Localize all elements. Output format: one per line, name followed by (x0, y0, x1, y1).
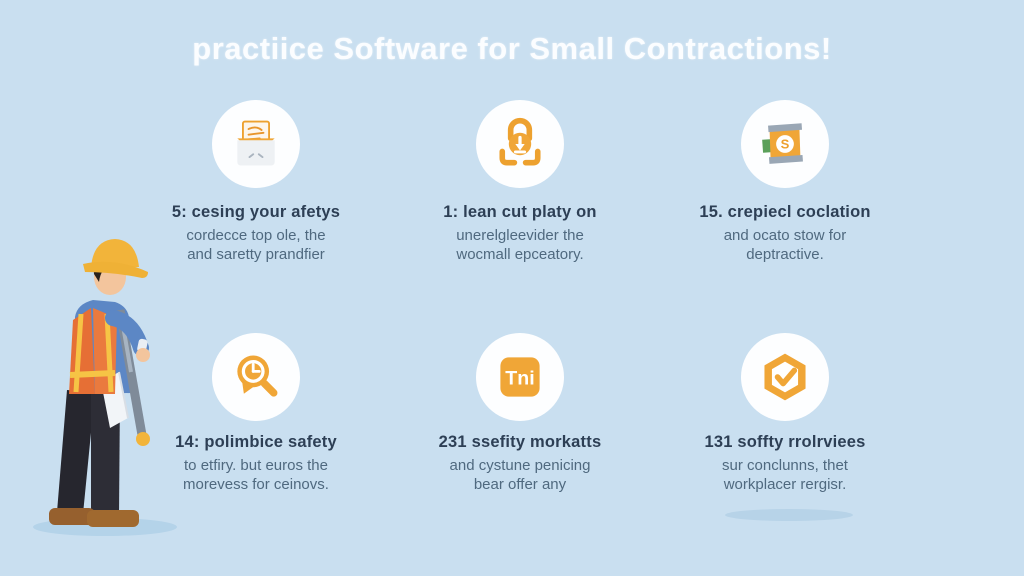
card-body-line: deptractive. (746, 246, 824, 263)
card-body-line: and ocato stow for (723, 227, 847, 244)
card-body-line: workplacer rergisr. (723, 476, 847, 493)
feature-card: 1: lean cut platy on unerelgleevider the… (385, 100, 655, 264)
card-body-line: and cystune penicing (449, 457, 591, 474)
feature-card: 14: polimbice safety to etfiry. but euro… (121, 333, 391, 494)
feature-card: 5: cesing your afetys cordecce top ole, … (121, 100, 391, 264)
card-body-line: bear offer any (473, 476, 567, 493)
card-body-line: unerelgleevider the (456, 227, 584, 244)
card-heading: 131 soffty rrolrviees (704, 433, 866, 451)
card-heading: 15. crepiecl coclation (699, 203, 871, 221)
feature-card: 131 soffty rrolrviees sur conclunns, the… (650, 333, 920, 494)
feature-card: Tni 231 ssefity morkatts and cystune pen… (385, 333, 655, 494)
card-heading: 5: cesing your afetys (171, 203, 341, 221)
card-heading: 14: polimbice safety (175, 433, 337, 451)
card-heading: 1: lean cut platy on (443, 203, 597, 221)
envelope-documents-icon (212, 100, 300, 188)
construction-worker-illustration (33, 239, 177, 536)
card-body-line: cordecce top ole, the (186, 227, 326, 244)
feature-card: S 15. crepiecl coclation and ocato stow … (650, 100, 920, 264)
card-body-line: to etfiry. but euros the (184, 457, 328, 474)
page-title: practiice Software for Small Contraction… (192, 31, 832, 66)
money-badge-icon: S (741, 100, 829, 188)
tni-icon-letters: Tni (505, 367, 534, 389)
card-body-line: sur conclunns, thet (722, 457, 848, 474)
card-heading: 231 ssefity morkatts (438, 433, 602, 451)
card-body-line: and saretty prandfier (187, 246, 325, 263)
lock-group-icon (476, 100, 564, 188)
card-body-line: morevess for ceinovs. (183, 476, 329, 493)
money-icon-letter: S (781, 137, 790, 152)
decorative-shadow-ellipse (725, 509, 853, 521)
tni-label-icon: Tni (476, 333, 564, 421)
hexagon-check-icon (741, 333, 829, 421)
card-body-line: wocmall epceatory. (456, 246, 584, 263)
search-clock-icon (212, 333, 300, 421)
